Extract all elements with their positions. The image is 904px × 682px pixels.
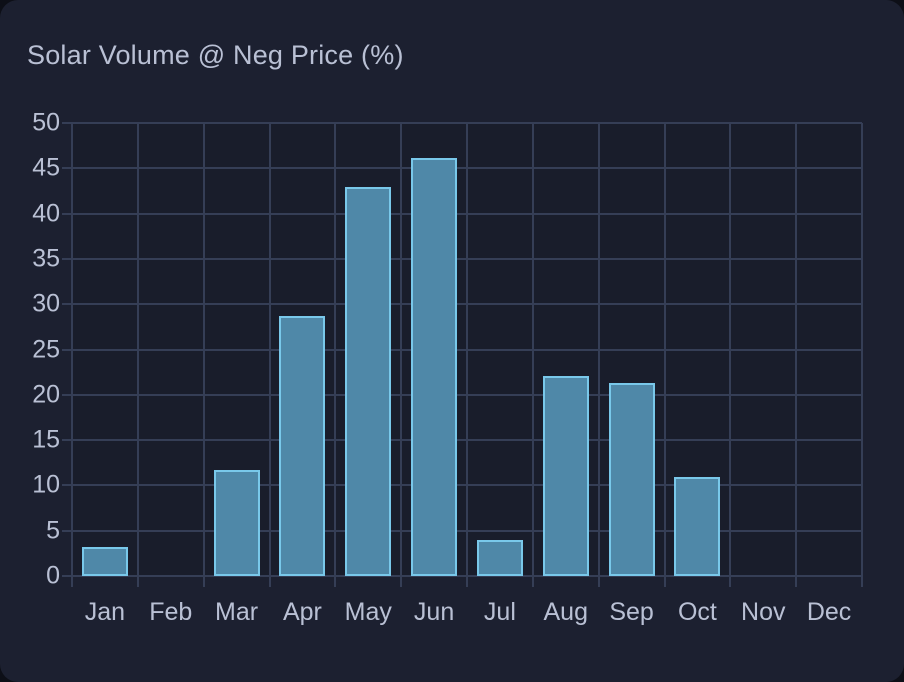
bar-jul[interactable] xyxy=(476,539,523,576)
x-axis-tick xyxy=(861,576,863,587)
y-axis-tick xyxy=(62,575,72,577)
x-axis-tick xyxy=(795,576,798,587)
x-axis-tick-label: Apr xyxy=(282,598,322,626)
bar-aug[interactable] xyxy=(542,375,589,576)
gridline-vertical xyxy=(71,123,73,576)
x-axis-tick-label: Jan xyxy=(84,598,126,626)
y-axis-tick xyxy=(62,529,72,532)
gridline-vertical xyxy=(400,123,403,576)
x-axis-tick xyxy=(729,576,732,587)
bar-oct[interactable] xyxy=(674,477,721,576)
x-axis-tick xyxy=(597,576,600,587)
y-axis-tick-label: 50 xyxy=(32,108,60,137)
y-axis-tick xyxy=(62,167,72,170)
x-axis-tick xyxy=(136,576,139,587)
bar-mar[interactable] xyxy=(213,469,260,576)
chart-title: Solar Volume @ Neg Price (%) xyxy=(27,40,404,70)
y-axis-tick xyxy=(62,348,72,351)
gridline-vertical xyxy=(597,123,600,576)
gridline-vertical xyxy=(729,123,732,576)
gridline-vertical xyxy=(268,123,271,576)
x-axis-tick-label: Dec xyxy=(806,598,852,626)
gridline-vertical xyxy=(663,123,666,576)
x-axis-tick-label: Oct xyxy=(677,598,717,626)
x-axis-tick xyxy=(268,576,271,587)
bar-sep[interactable] xyxy=(608,383,655,576)
y-axis-tick-label: 10 xyxy=(32,470,60,499)
y-axis-tick xyxy=(62,393,72,396)
y-axis-tick xyxy=(62,303,72,306)
gridline-vertical xyxy=(531,123,534,576)
x-axis-tick-label: Jul xyxy=(483,598,516,626)
gridline-vertical xyxy=(795,123,798,576)
y-axis-tick-label: 0 xyxy=(46,561,60,590)
y-axis-tick xyxy=(62,439,72,442)
x-axis-tick xyxy=(334,576,337,587)
gridline-vertical xyxy=(466,123,468,576)
x-axis-tick xyxy=(531,576,534,587)
gridline-vertical xyxy=(861,123,863,576)
x-axis-tick xyxy=(663,576,666,587)
x-axis-tick-label: Jun xyxy=(413,598,455,626)
bar-jan[interactable] xyxy=(81,547,128,576)
y-axis-tick-label: 20 xyxy=(32,380,60,409)
bar-may[interactable] xyxy=(345,187,392,576)
x-axis-tick-label: May xyxy=(344,598,392,626)
y-axis-tick-label: 35 xyxy=(32,244,60,273)
y-axis-tick xyxy=(62,257,72,260)
x-axis-tick xyxy=(400,576,403,587)
y-axis-tick-labels: 0 5 10 15 20 25 30 35 40 45 50 xyxy=(0,0,60,682)
y-axis-tick-label: 40 xyxy=(32,199,60,228)
y-axis-tick xyxy=(62,212,72,215)
y-axis-tick-label: 25 xyxy=(32,335,60,363)
x-axis-tick-label: Sep xyxy=(609,598,654,626)
plot-area xyxy=(71,122,863,577)
x-axis-tick xyxy=(71,576,73,587)
x-axis-tick xyxy=(466,576,468,587)
x-axis-tick xyxy=(202,576,205,587)
gridline-vertical xyxy=(136,123,139,576)
bar-apr[interactable] xyxy=(279,315,326,576)
y-axis-tick-label: 30 xyxy=(32,289,60,318)
gridline-vertical xyxy=(202,123,205,576)
x-axis-tick-label: Nov xyxy=(741,598,786,626)
x-axis-tick-label: Aug xyxy=(543,598,588,626)
bar-jun[interactable] xyxy=(411,158,458,576)
y-axis-tick-label: 45 xyxy=(32,153,60,182)
y-axis-tick-label: 5 xyxy=(46,516,60,545)
x-axis-tick-label: Mar xyxy=(215,598,259,626)
gridline-vertical xyxy=(334,123,337,576)
y-axis-tick xyxy=(62,484,72,487)
x-axis-tick-label: Feb xyxy=(149,598,193,626)
y-axis-tick-label: 15 xyxy=(32,425,60,454)
y-axis-tick xyxy=(62,122,72,124)
